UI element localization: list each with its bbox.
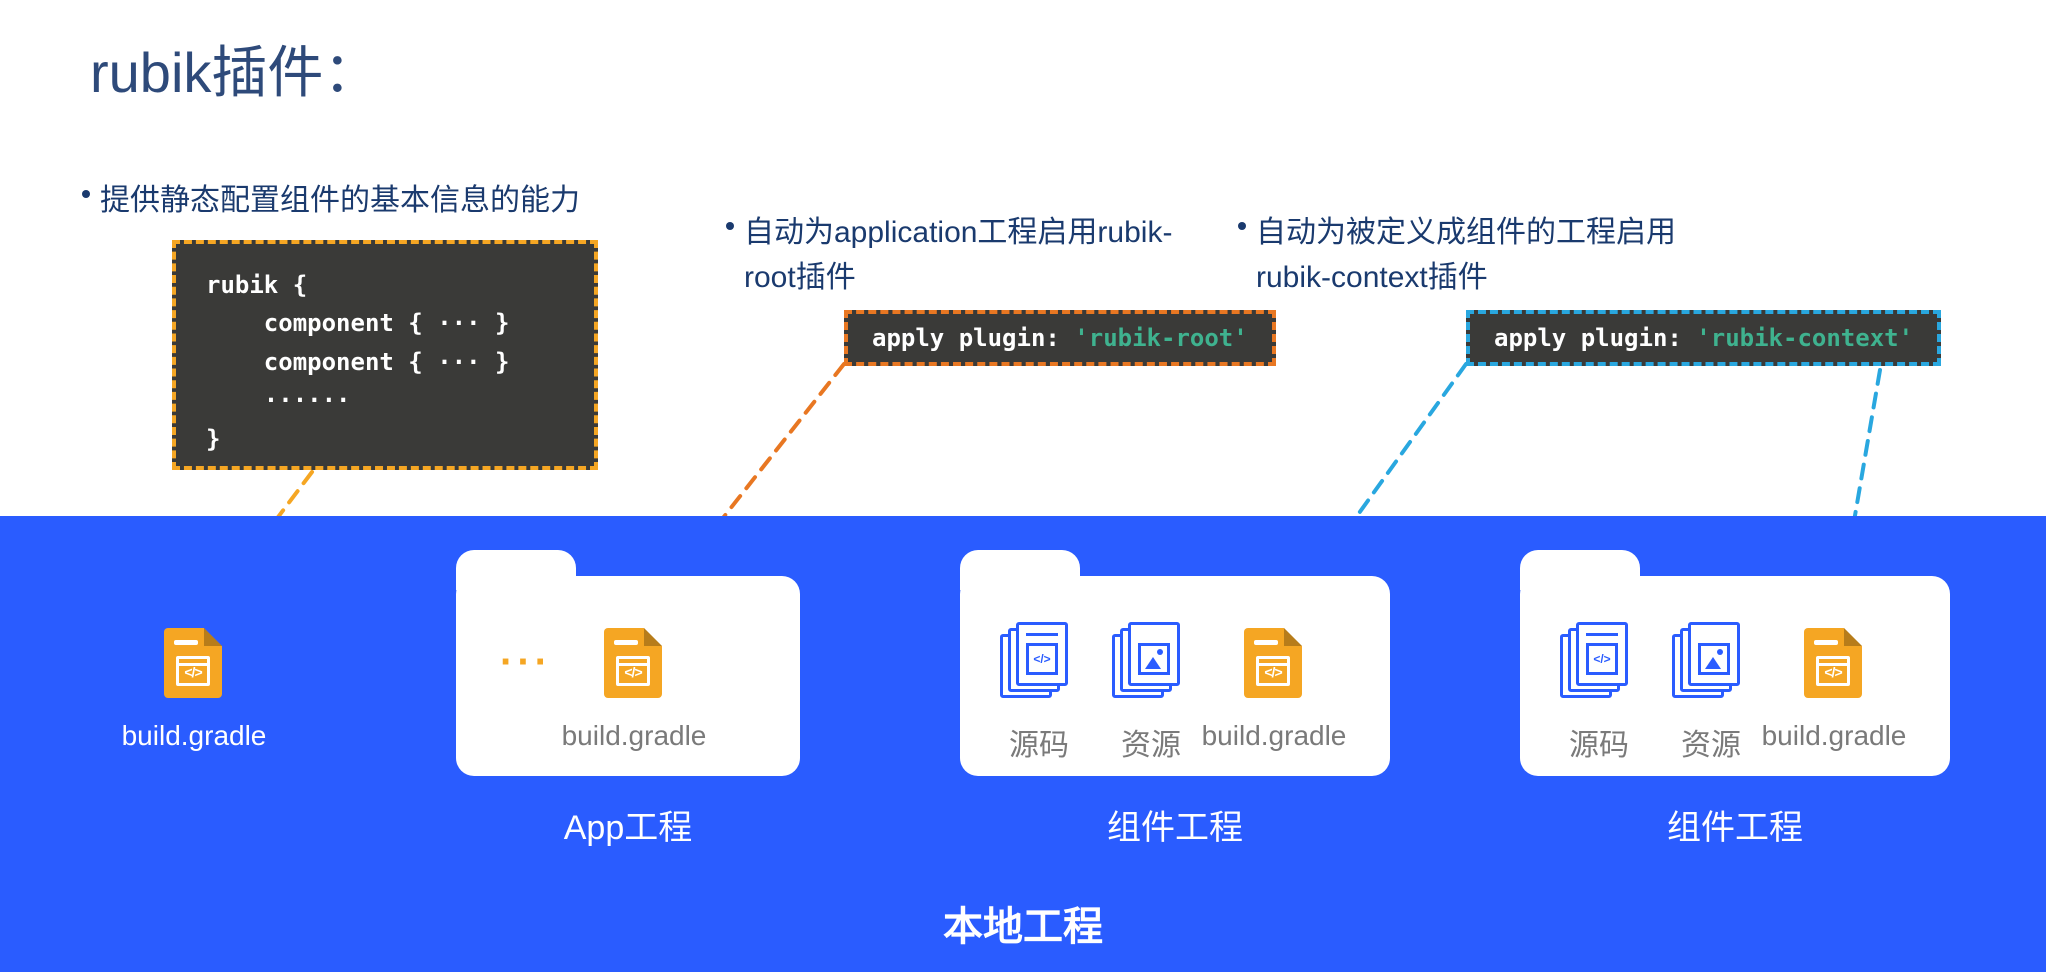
bullet-dot bbox=[82, 190, 90, 198]
ellipsis: ··· bbox=[500, 640, 552, 685]
file-label: build.gradle bbox=[549, 720, 719, 752]
bullet-dot bbox=[726, 222, 734, 230]
stack-icon: </> bbox=[1000, 622, 1080, 702]
folder-label: 组件工程 bbox=[960, 800, 1390, 849]
bullet-1: 提供静态配置组件的基本信息的能力 bbox=[82, 178, 580, 223]
file-label: build.gradle bbox=[1749, 720, 1919, 752]
code-box-apply-root: apply plugin: 'rubik-root' bbox=[844, 310, 1276, 366]
bullet-2: 自动为application工程启用rubik-root插件 bbox=[726, 210, 1186, 300]
bullet-text: 提供静态配置组件的基本信息的能力 bbox=[100, 178, 580, 223]
code-box-rubik: rubik { component { ··· } component { ··… bbox=[172, 240, 598, 470]
slide-title: rubik插件： bbox=[90, 28, 379, 109]
file-label: build.gradle bbox=[1189, 720, 1359, 752]
bullet-dot bbox=[1238, 222, 1246, 230]
stack-label: 资源 bbox=[1106, 720, 1196, 764]
stack-icon: </> bbox=[1560, 622, 1640, 702]
bullet-text: 自动为被定义成组件的工程启用rubik-context插件 bbox=[1256, 210, 1738, 300]
stack-label: 源码 bbox=[994, 720, 1084, 764]
stack-label: 源码 bbox=[1554, 720, 1644, 764]
file-icon: </> bbox=[1804, 628, 1862, 698]
zone-title: 本地工程 bbox=[0, 894, 2046, 952]
file-icon: </> bbox=[604, 628, 662, 698]
file-label: build.gradle bbox=[109, 720, 279, 752]
bullet-text: 自动为application工程启用rubik-root插件 bbox=[744, 210, 1186, 300]
file-icon: </> bbox=[1244, 628, 1302, 698]
stack-icon bbox=[1672, 622, 1752, 702]
folder-label: App工程 bbox=[456, 800, 800, 849]
file-icon: </> bbox=[164, 628, 222, 698]
folder-label: 组件工程 bbox=[1520, 800, 1950, 849]
bullet-3: 自动为被定义成组件的工程启用rubik-context插件 bbox=[1238, 210, 1738, 300]
code-box-apply-context: apply plugin: 'rubik-context' bbox=[1466, 310, 1941, 366]
stack-icon bbox=[1112, 622, 1192, 702]
stack-label: 资源 bbox=[1666, 720, 1756, 764]
